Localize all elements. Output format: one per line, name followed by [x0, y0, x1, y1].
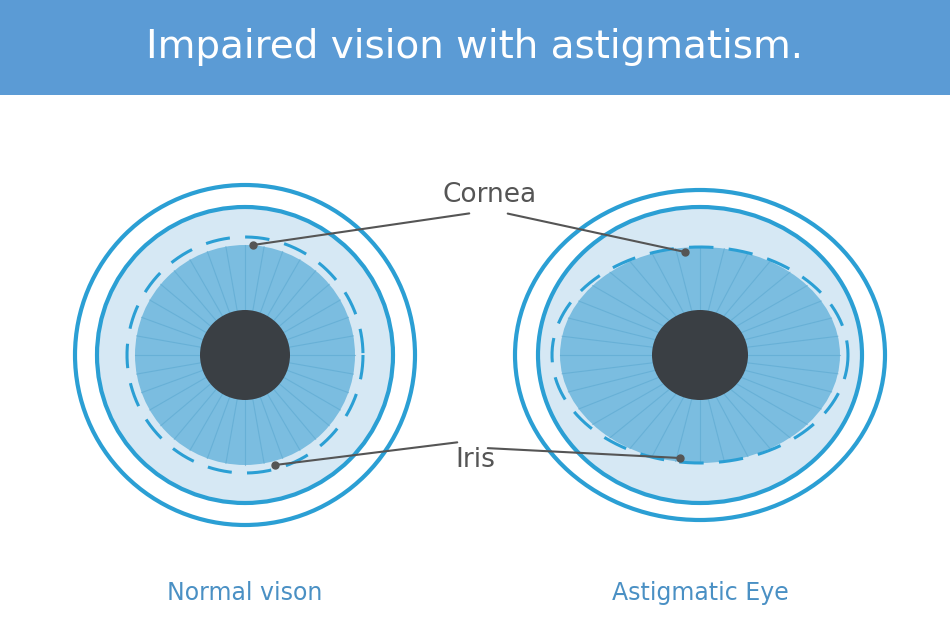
Text: Normal vison: Normal vison — [167, 581, 323, 605]
Text: Iris: Iris — [455, 447, 495, 473]
Ellipse shape — [538, 207, 862, 503]
Circle shape — [135, 245, 355, 465]
Circle shape — [75, 185, 415, 525]
Ellipse shape — [515, 190, 885, 520]
Ellipse shape — [560, 247, 840, 463]
Text: Cornea: Cornea — [443, 182, 537, 208]
Text: Astigmatic Eye: Astigmatic Eye — [612, 581, 788, 605]
Circle shape — [97, 207, 393, 503]
Text: Impaired vision with astigmatism.: Impaired vision with astigmatism. — [146, 29, 804, 66]
Ellipse shape — [652, 310, 748, 400]
Bar — [0, 0, 950, 95]
Circle shape — [200, 310, 290, 400]
